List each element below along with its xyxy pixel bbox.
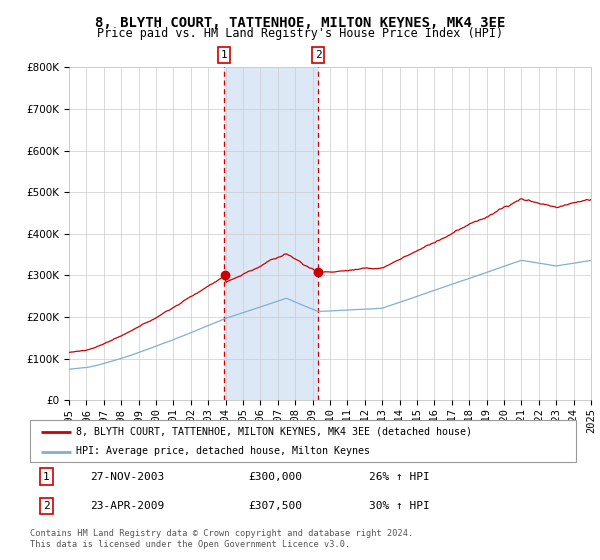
- Text: 1: 1: [220, 50, 227, 60]
- Text: 26% ↑ HPI: 26% ↑ HPI: [368, 472, 429, 482]
- Bar: [224, 67, 318, 400]
- Text: Price paid vs. HM Land Registry's House Price Index (HPI): Price paid vs. HM Land Registry's House …: [97, 27, 503, 40]
- Text: 8, BLYTH COURT, TATTENHOE, MILTON KEYNES, MK4 3EE: 8, BLYTH COURT, TATTENHOE, MILTON KEYNES…: [95, 16, 505, 30]
- Text: 27-NOV-2003: 27-NOV-2003: [90, 472, 164, 482]
- Text: 1: 1: [43, 472, 50, 482]
- Text: 2: 2: [43, 501, 50, 511]
- Text: Contains HM Land Registry data © Crown copyright and database right 2024.
This d: Contains HM Land Registry data © Crown c…: [30, 529, 413, 549]
- FancyBboxPatch shape: [30, 420, 576, 462]
- Text: £300,000: £300,000: [248, 472, 302, 482]
- Text: 2: 2: [315, 50, 322, 60]
- Text: 8, BLYTH COURT, TATTENHOE, MILTON KEYNES, MK4 3EE (detached house): 8, BLYTH COURT, TATTENHOE, MILTON KEYNES…: [76, 427, 472, 437]
- Text: 23-APR-2009: 23-APR-2009: [90, 501, 164, 511]
- Text: £307,500: £307,500: [248, 501, 302, 511]
- Text: HPI: Average price, detached house, Milton Keynes: HPI: Average price, detached house, Milt…: [76, 446, 370, 456]
- Text: 30% ↑ HPI: 30% ↑ HPI: [368, 501, 429, 511]
